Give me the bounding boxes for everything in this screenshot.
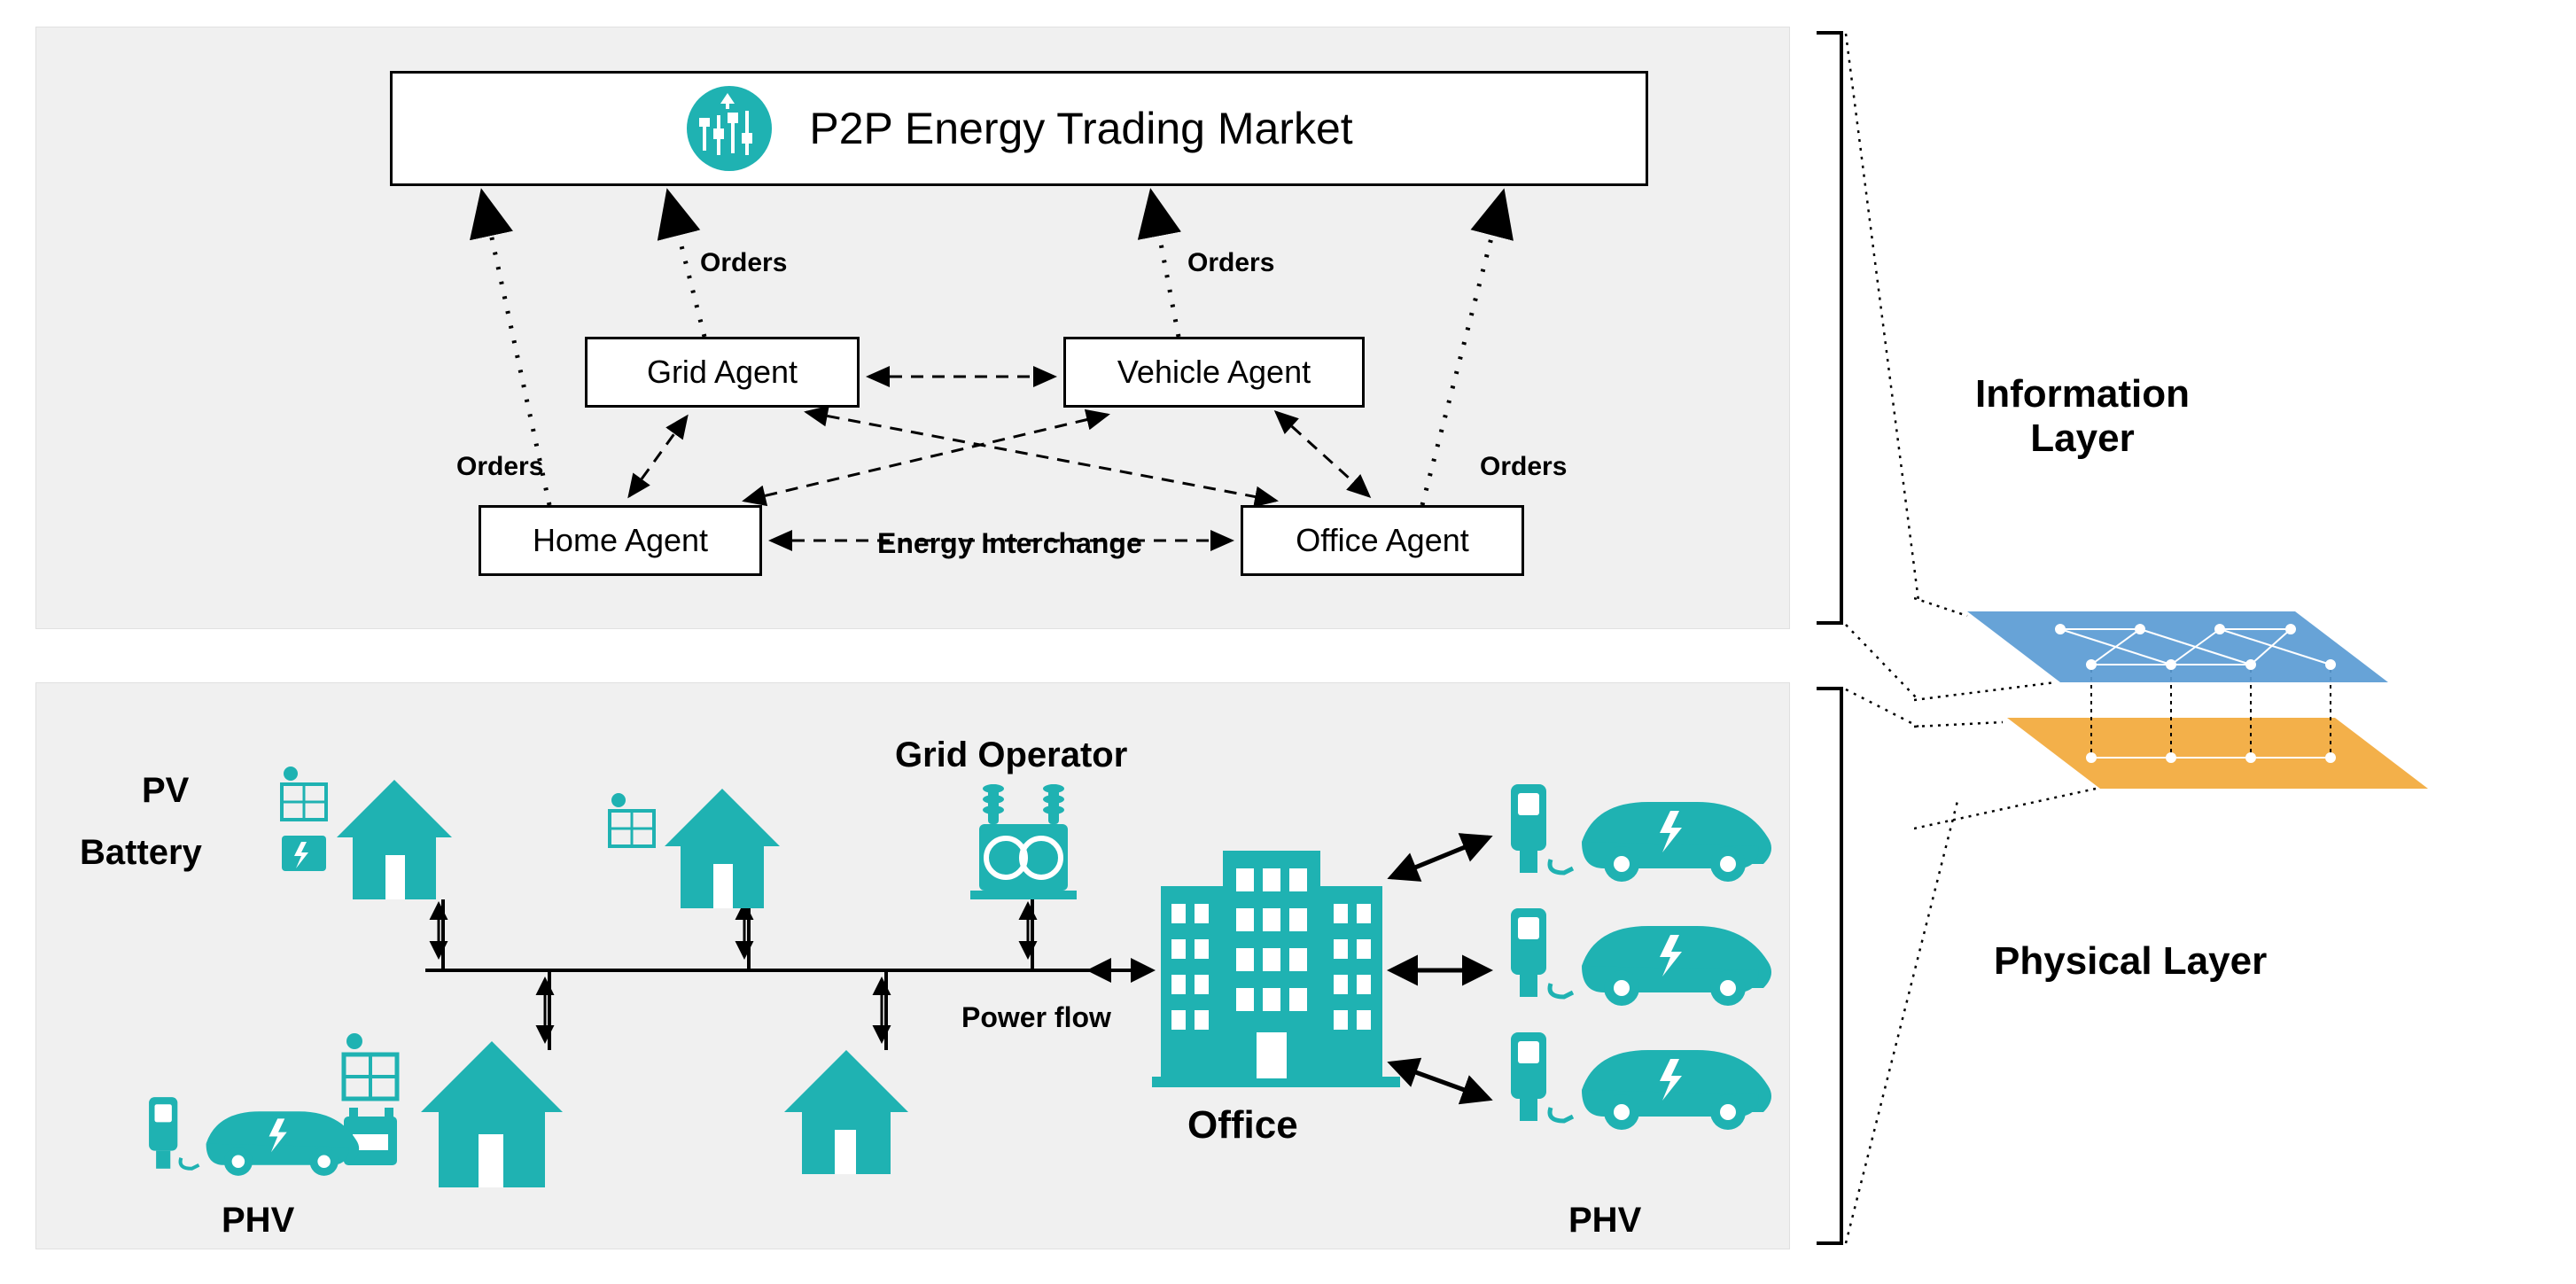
- energy-interchange-label: Energy Interchange: [877, 527, 1142, 560]
- transformer-icon: [953, 780, 1094, 913]
- orders-label-3: Orders: [1187, 248, 1274, 278]
- orders-label-4: Orders: [1480, 452, 1567, 482]
- ev-icon-3: [1502, 1023, 1777, 1139]
- orders-label-2: Orders: [700, 248, 787, 278]
- perspective-lines: [1843, 27, 2020, 1249]
- bracket-phys: [1817, 687, 1843, 1245]
- house-icon-3: [337, 1019, 576, 1196]
- house-icon-2: [603, 771, 798, 922]
- office-building-icon: [1152, 842, 1400, 1099]
- bracket-info: [1817, 31, 1843, 625]
- physical-layer-label: Physical Layer: [1994, 939, 2267, 984]
- ev-icon-2: [1502, 899, 1777, 1015]
- ev-icon-1: [1502, 775, 1777, 891]
- house-icon-1: [275, 758, 470, 917]
- ev-icon-4: [142, 1086, 363, 1187]
- info-layer-line2: Layer: [2030, 416, 2134, 460]
- orders-label-1: Orders: [456, 452, 543, 482]
- house-icon-4: [771, 1037, 922, 1179]
